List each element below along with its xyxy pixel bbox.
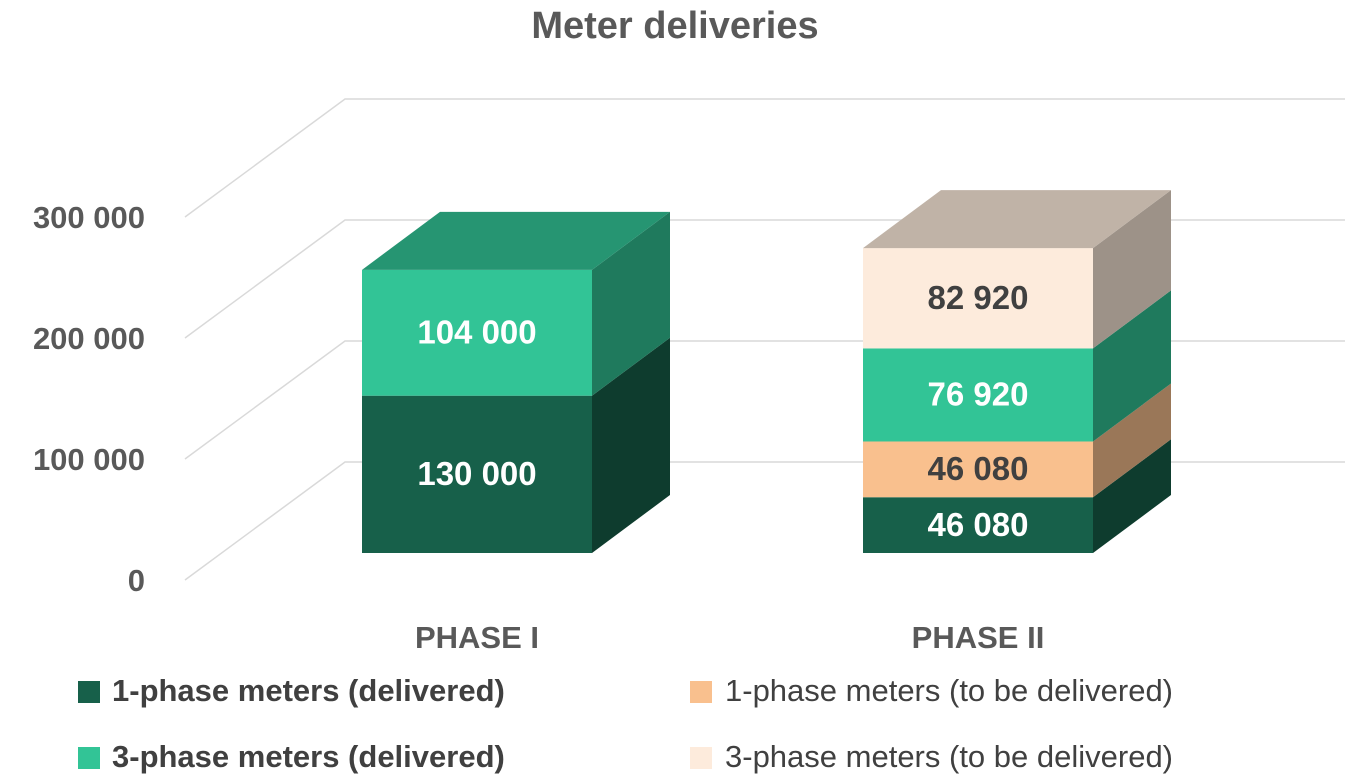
y-tick-label: 300 000 [33,200,145,235]
bar-side [1093,383,1171,498]
legend-label: 1-phase meters (delivered) [112,673,505,708]
bar [863,441,1093,498]
bar-side [1093,290,1171,442]
chart-title: Meter deliveries [531,5,818,47]
y-tick-label: 0 [128,563,145,598]
bar-side [1093,439,1171,553]
bar-side [1093,190,1171,349]
value-label: 104 000 [417,313,536,350]
value-label: 82 920 [928,279,1029,316]
bar-top [863,190,1171,249]
legend-swatch [78,747,100,769]
value-label: 46 080 [928,506,1029,543]
x-tick-label: PHASE II [912,620,1045,655]
legend-label: 3-phase meters (to be delivered) [725,739,1173,774]
bar [362,395,592,553]
legend-label: 3-phase meters (delivered) [112,739,505,774]
value-label: 130 000 [417,455,536,492]
legend-swatch [690,747,712,769]
bar [863,248,1093,349]
value-label: 46 080 [928,450,1029,487]
y-tick-label: 200 000 [33,321,145,356]
bar-side [592,337,670,553]
legend-swatch [78,681,100,703]
x-tick-label: PHASE I [415,620,539,655]
legend-swatch [690,681,712,703]
y-tick-label: 100 000 [33,442,145,477]
bar [863,348,1093,442]
bar-side [592,211,670,396]
bar [362,269,592,396]
bar [863,497,1093,553]
value-label: 76 920 [928,376,1029,413]
grid-line [184,98,1345,218]
legend-label: 1-phase meters (to be delivered) [725,673,1173,708]
bar-top [362,211,670,270]
